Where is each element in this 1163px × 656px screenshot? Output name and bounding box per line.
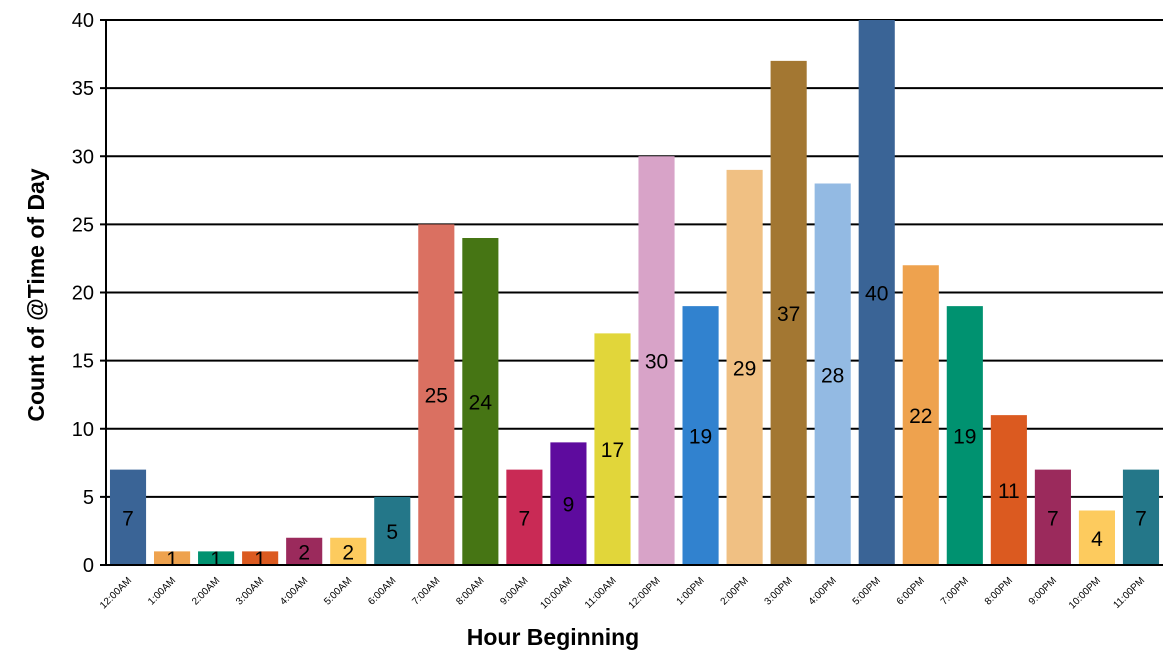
bar (242, 551, 279, 565)
bar (286, 537, 323, 565)
y-tick-label: 0 (83, 555, 94, 577)
data-label: 1 (210, 548, 222, 571)
bar (462, 238, 499, 565)
bar (198, 551, 235, 565)
y-tick-label: 35 (72, 78, 94, 100)
data-label: 30 (645, 351, 668, 374)
bar (374, 496, 411, 565)
x-tick-label: 3:00PM (763, 575, 795, 607)
data-label: 19 (953, 426, 976, 449)
x-tick-label: 5:00AM (322, 575, 354, 607)
x-tick-label: 3:00AM (234, 575, 266, 607)
x-tick-label: 5:00PM (851, 575, 883, 607)
y-tick-label: 10 (72, 419, 94, 441)
x-axis-title: Hour Beginning (467, 624, 639, 650)
y-axis-title: Count of @Time of Day (23, 168, 49, 421)
data-label: 22 (909, 405, 932, 428)
x-tick-label: 7:00PM (939, 575, 971, 607)
y-tick-label: 15 (72, 351, 94, 373)
data-label: 7 (122, 507, 134, 530)
x-tick-label: 7:00AM (410, 575, 442, 607)
data-label: 28 (821, 364, 844, 387)
data-label: 25 (425, 385, 448, 408)
x-tick-label: 9:00AM (498, 575, 530, 607)
bar (858, 20, 895, 565)
x-tick-label: 2:00PM (719, 575, 751, 607)
bar (638, 156, 675, 565)
bar (1122, 469, 1160, 565)
x-tick-label: 1:00PM (675, 575, 707, 607)
bar (814, 183, 851, 565)
x-tick-label: 8:00AM (454, 575, 486, 607)
data-label: 7 (1047, 507, 1059, 530)
x-tick-label: 4:00PM (807, 575, 839, 607)
data-label: 7 (519, 507, 531, 530)
bar (682, 306, 719, 565)
bar (990, 415, 1027, 565)
bar (418, 224, 455, 565)
y-tick-label: 5 (83, 487, 94, 509)
bar (726, 169, 763, 565)
axes (100, 19, 1163, 566)
y-tick-label: 20 (72, 283, 94, 305)
data-label: 24 (469, 392, 493, 415)
x-tick-label: 10:00AM (538, 575, 574, 611)
data-label: 19 (689, 426, 712, 449)
x-tick-label: 8:00PM (983, 575, 1015, 607)
x-tick-label: 9:00PM (1027, 575, 1059, 607)
data-label: 40 (865, 283, 888, 306)
bar (109, 469, 147, 565)
y-tick-labels: 0 5 10 15 20 25 30 35 40 (72, 10, 94, 577)
y-tick-label: 25 (72, 214, 94, 236)
bar (1034, 469, 1071, 565)
bar (594, 333, 631, 565)
data-label: 5 (386, 521, 398, 544)
bars (109, 20, 1160, 565)
bar (154, 551, 191, 565)
y-tick-label: 30 (72, 146, 94, 168)
x-tick-label: 12:00AM (98, 575, 134, 611)
data-label: 4 (1091, 528, 1103, 551)
data-label: 2 (342, 541, 354, 564)
data-label: 2 (298, 541, 310, 564)
bar (902, 265, 939, 565)
x-tick-label: 12:00PM (627, 575, 663, 611)
y-tick-label: 40 (72, 10, 94, 32)
bar (770, 60, 807, 565)
bar (506, 469, 543, 565)
data-label: 17 (601, 439, 624, 462)
gridlines (106, 19, 1163, 498)
data-label: 1 (254, 548, 266, 571)
x-tick-label: 11:00AM (583, 575, 619, 611)
bar (946, 306, 983, 565)
bar (330, 537, 367, 565)
x-tick-labels: 12:00AM 1:00AM 2:00AM 3:00AM 4:00AM 5:00AM 6:0… (98, 575, 1147, 611)
data-label: 11 (998, 480, 1020, 503)
bar (550, 442, 587, 565)
x-tick-label: 6:00PM (895, 575, 927, 607)
data-label: 1 (166, 548, 178, 571)
x-tick-label: 1:00AM (146, 575, 178, 607)
bar (1078, 510, 1115, 565)
x-tick-label: 11:00PM (1112, 575, 1148, 611)
data-label: 7 (1135, 507, 1147, 530)
data-label: 9 (563, 494, 575, 517)
data-label: 29 (733, 357, 756, 380)
x-tick-label: 10:00PM (1067, 575, 1103, 611)
x-tick-label: 6:00AM (366, 575, 398, 607)
x-tick-label: 4:00AM (278, 575, 310, 607)
data-label: 37 (777, 303, 800, 326)
x-tick-label: 2:00AM (190, 575, 222, 607)
